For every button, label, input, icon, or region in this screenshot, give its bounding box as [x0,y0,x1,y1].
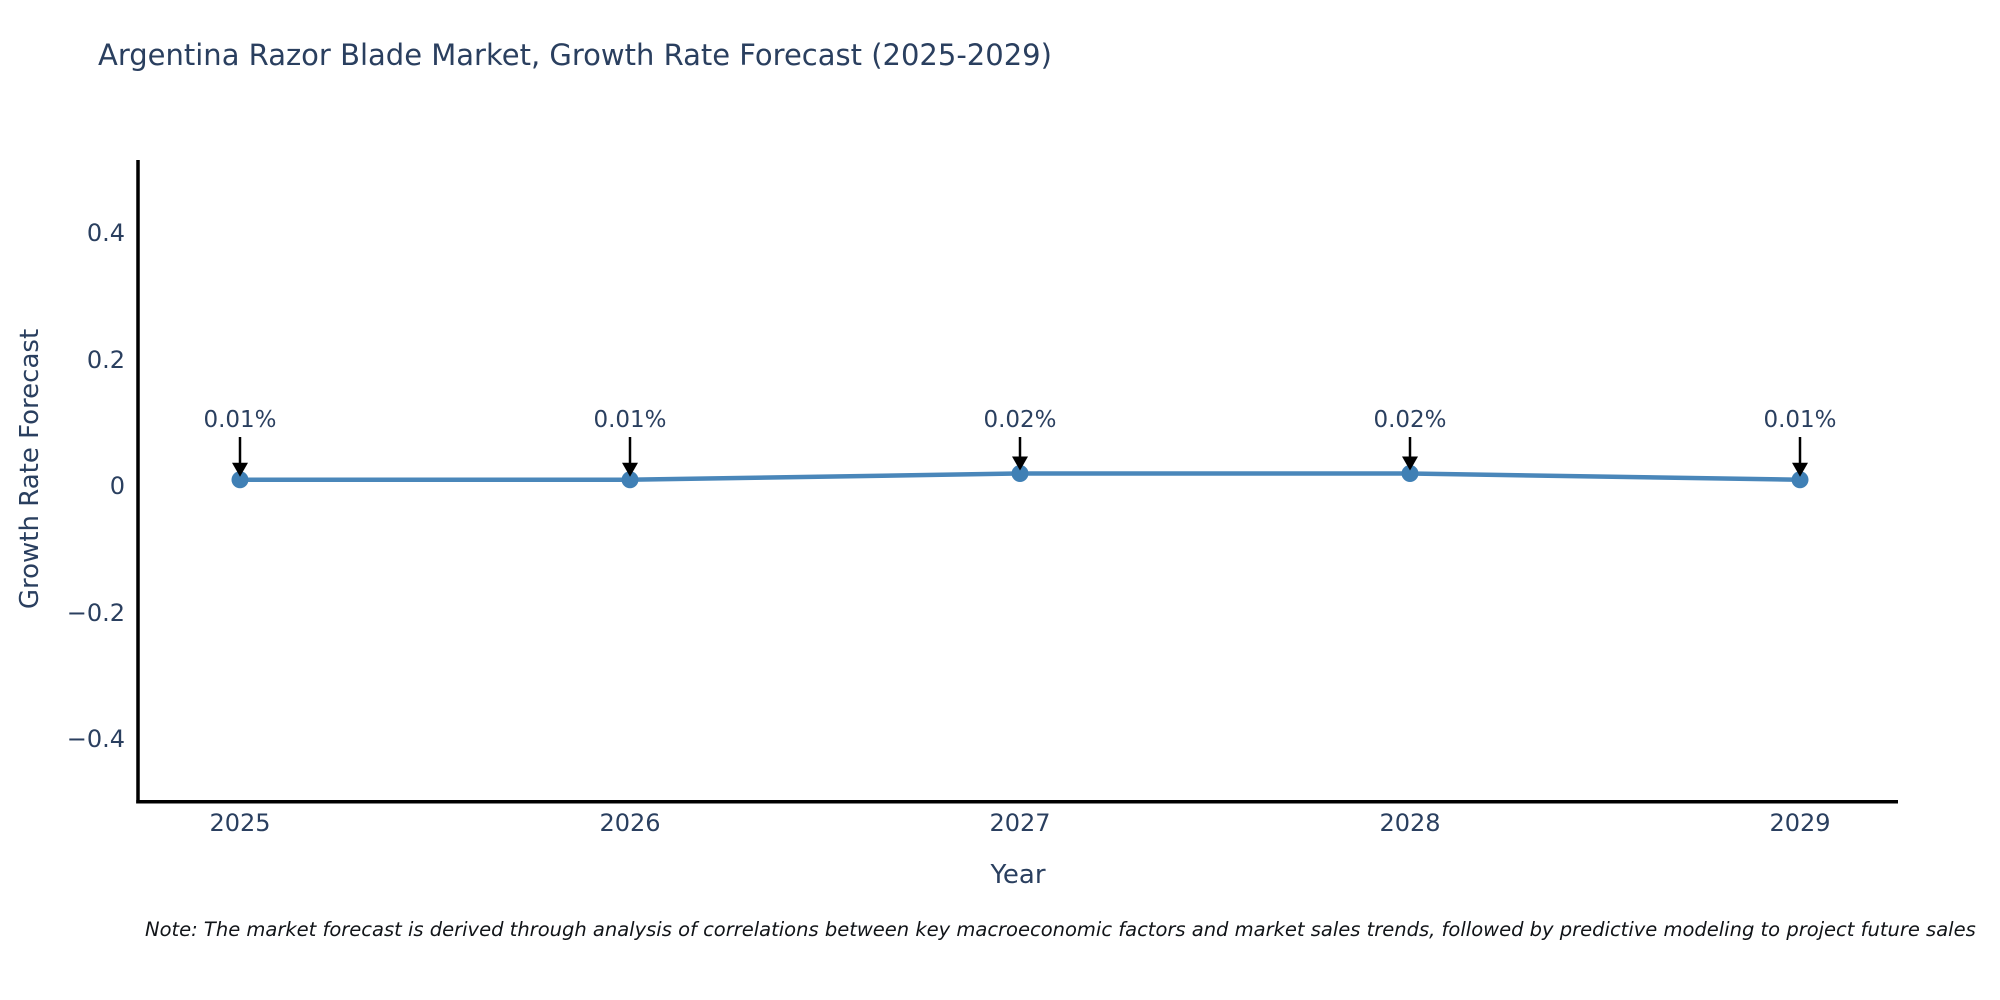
chart-title: Argentina Razor Blade Market, Growth Rat… [98,38,1052,72]
data-point-marker [1791,471,1809,489]
annotation-arrowhead [622,462,638,477]
point-annotation: 0.01% [1763,407,1837,433]
y-tick-label: 0.2 [86,346,125,374]
x-tick-label: 2026 [599,809,661,837]
data-point-marker [621,471,639,489]
footnote-text: Note: The market forecast is derived thr… [145,918,1976,941]
data-point-marker [1011,465,1029,482]
y-tick-label: −0.4 [66,725,125,753]
x-tick-label: 2029 [1769,809,1831,837]
point-annotation: 0.01% [203,407,277,433]
x-axis-title: Year [990,860,1046,890]
x-tick-label: 2027 [989,809,1051,837]
x-tick-label: 2028 [1379,809,1441,837]
y-tick-label: −0.2 [66,599,125,627]
x-tick-label: 2025 [209,809,271,837]
annotation-arrowhead [1792,462,1808,477]
data-point-marker [1401,465,1419,482]
data-point-marker [231,471,249,489]
y-tick-label: 0.4 [86,219,125,247]
annotation-arrows [232,437,1808,477]
annotation-arrowhead [1402,456,1418,471]
series-line [231,465,1809,489]
y-tick-label: 0 [109,472,125,500]
annotation-arrowhead [1012,456,1028,471]
point-annotation: 0.01% [593,407,667,433]
point-annotation: 0.02% [983,407,1057,433]
point-annotation: 0.02% [1373,407,1447,433]
annotation-arrowhead [232,462,248,477]
